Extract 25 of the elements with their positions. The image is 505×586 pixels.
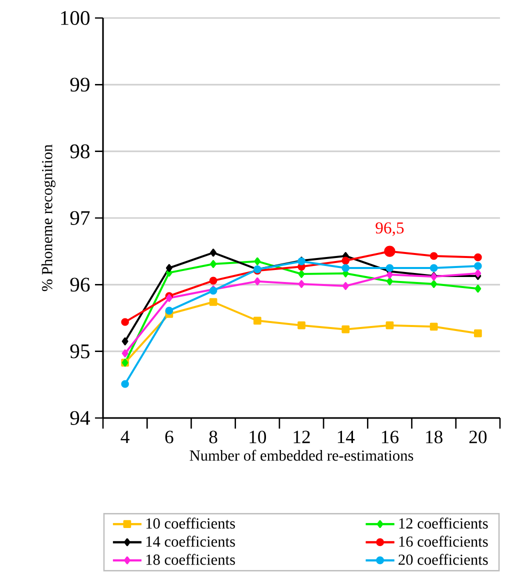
x-tick-label: 4: [120, 430, 130, 443]
y-tick-label: 94: [70, 411, 90, 425]
annotation: 96,5: [376, 222, 404, 236]
legend-label: 20 coefficients: [398, 554, 488, 565]
x-tick-label: 14: [338, 430, 355, 444]
legend-label: 12 coefficients: [399, 518, 488, 529]
legend-label: 10 coefficients: [146, 518, 235, 529]
y-tick-label: 100: [61, 11, 90, 25]
y-tick-label: 98: [70, 144, 90, 158]
x-tick-label: 18: [426, 430, 442, 444]
y-tick-label: 96: [70, 278, 90, 292]
legend-label: 14 coefficients: [146, 536, 235, 547]
x-tick-label: 16: [382, 430, 398, 444]
y-tick-label: 97: [70, 211, 90, 225]
x-tick-label: 12: [294, 430, 310, 444]
x-axis-title: Number of embedded re-estimations: [190, 450, 414, 461]
y-tick-label: 99: [70, 78, 90, 92]
legend-label: 18 coefficients: [146, 554, 235, 565]
x-tick-label: 20: [469, 430, 487, 444]
x-tick-label: 8: [209, 430, 218, 444]
y-tick-label: 95: [70, 344, 90, 358]
x-tick-label: 6: [165, 430, 174, 444]
legend-label: 16 coefficients: [399, 536, 488, 547]
y-axis-title: % Phoneme recognition: [42, 144, 56, 292]
x-tick-label: 10: [250, 430, 266, 444]
